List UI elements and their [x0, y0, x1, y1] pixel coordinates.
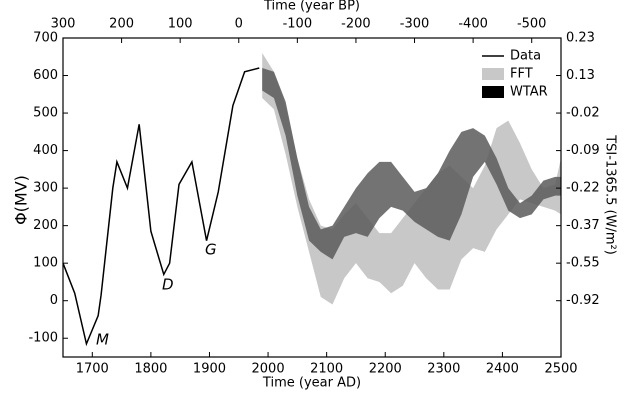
y-tick-label: 0	[50, 293, 58, 308]
y-tick-label: -100	[28, 331, 58, 346]
y2-tick-label: -0.02	[566, 106, 600, 121]
y-tick-label: 600	[33, 68, 58, 83]
y-tick-label: 400	[33, 143, 58, 158]
legend-swatch	[482, 68, 504, 80]
data-line	[62, 67, 260, 347]
x-tick-label: 2300	[427, 362, 460, 377]
x2-tick-label: -100	[283, 17, 313, 32]
y-tick-label: 300	[33, 181, 58, 196]
y-tick-label: 200	[33, 218, 58, 233]
x2-tick-label: -200	[341, 17, 371, 32]
annotation: D	[162, 276, 174, 294]
y2-tick-label: 0.23	[566, 31, 595, 46]
y2-tick-label: -0.55	[566, 256, 600, 271]
x2-tick-label: 200	[109, 17, 134, 32]
x2-tick-label: -400	[458, 17, 488, 32]
legend-label: Data	[510, 49, 541, 64]
y2-tick-label: -0.92	[566, 293, 600, 308]
x2-axis-label: Time (year BP)	[263, 0, 360, 14]
x-tick-label: 2400	[486, 362, 519, 377]
y-axis-label: Φ(MV)	[12, 175, 31, 225]
y-tick-label: 500	[33, 106, 58, 121]
x2-tick-label: -500	[517, 17, 547, 32]
x2-tick-label: 300	[51, 17, 76, 32]
x-tick-label: 1900	[193, 362, 226, 377]
annotation: G	[205, 241, 217, 259]
y2-tick-label: -0.22	[566, 181, 600, 196]
y2-tick-label: -0.09	[566, 143, 600, 158]
legend-label: WTAR	[510, 85, 548, 100]
x-tick-label: 1700	[76, 362, 109, 377]
annotation: M	[96, 331, 109, 349]
legend-swatch	[482, 86, 504, 98]
x-tick-label: 1800	[134, 362, 167, 377]
x2-tick-label: 100	[168, 17, 193, 32]
x-tick-label: 2200	[369, 362, 402, 377]
x-tick-label: 2000	[252, 362, 285, 377]
x2-tick-label: -300	[400, 17, 430, 32]
y-tick-label: 700	[33, 31, 58, 46]
legend-label: FFT	[510, 67, 533, 82]
plot-frame	[62, 37, 562, 358]
x-tick-label: 2500	[544, 362, 577, 377]
y2-tick-label: 0.13	[566, 68, 595, 83]
x2-tick-label: 0	[235, 17, 243, 32]
y-tick-label: 100	[33, 256, 58, 271]
y2-tick-label: -0.37	[566, 218, 600, 233]
x-tick-label: 2100	[310, 362, 343, 377]
x-axis-label: Time (year AD)	[262, 376, 361, 391]
y2-axis-label: TSI-1365.5 (W/m²)	[603, 134, 618, 255]
